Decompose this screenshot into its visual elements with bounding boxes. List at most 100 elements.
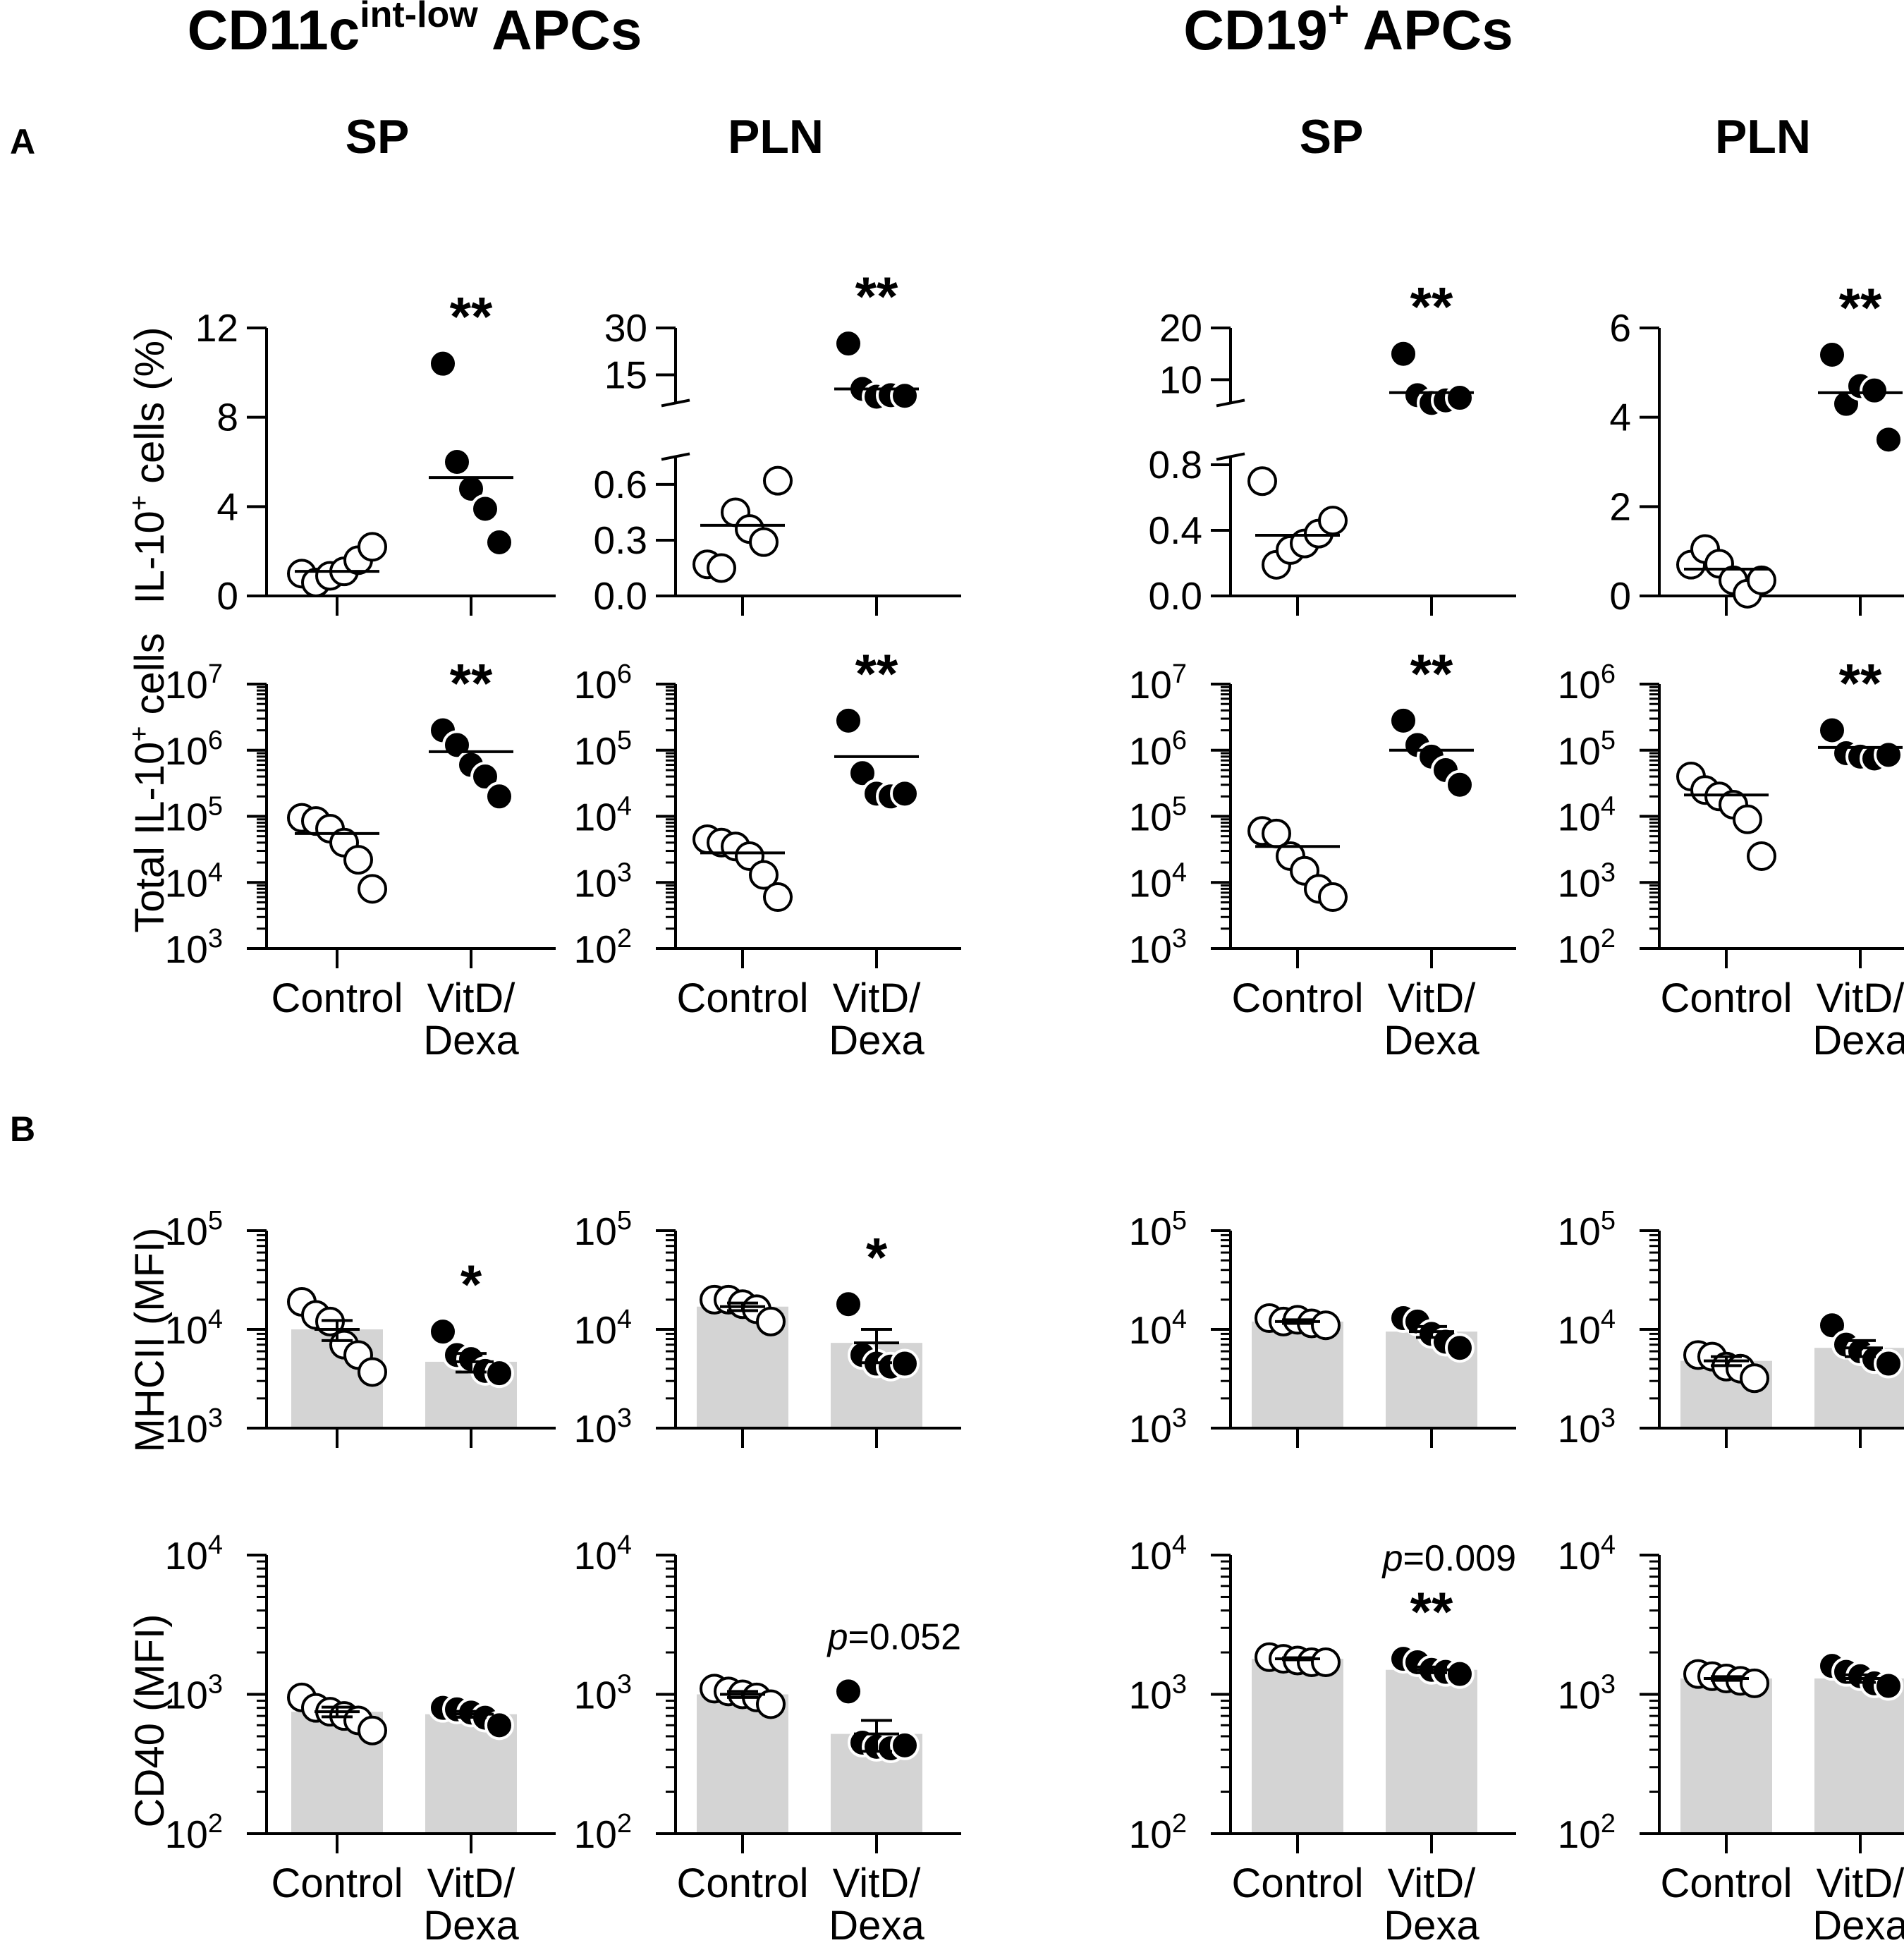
treated-point: [834, 329, 863, 359]
treated-point: [1874, 1348, 1903, 1379]
y-tick-label: 20: [1159, 306, 1202, 350]
y-tick-label: 105: [165, 1206, 223, 1253]
control-bar: [1680, 1678, 1772, 1834]
y-tick-label: 15: [604, 353, 647, 397]
control-point: [358, 1357, 387, 1387]
treated-point: [428, 1317, 458, 1347]
control-point: [763, 465, 793, 496]
panel-a1_sp_cd19: 0.0 0.4 0.8 10 20 **: [1149, 276, 1516, 618]
control-point: [1740, 1363, 1769, 1394]
panel-b1_pln_cd19: 103 104 105: [1558, 1206, 1904, 1451]
treated-point: [834, 1289, 863, 1320]
x-label-control: Control: [271, 975, 403, 1021]
significance-stars: **: [450, 286, 493, 348]
control-point: [358, 532, 387, 562]
axis-break-mark: [1216, 398, 1245, 408]
treated-bar: [1386, 1669, 1477, 1834]
y-tick-label: 106: [1129, 726, 1187, 773]
y-tick-label: 104: [165, 1530, 223, 1578]
y-tick-label: 103: [165, 924, 223, 971]
y-tick-label: 105: [1558, 1206, 1616, 1253]
y-tick-label: 102: [165, 1809, 223, 1856]
treated-point: [470, 494, 500, 524]
y-tick-label: 103: [165, 1403, 223, 1451]
panel-a2_sp_cd11c: 103 104 105 106 107 ** Control VitD/Dexa: [165, 652, 556, 1064]
column-title-sp-right: SP: [1300, 110, 1364, 164]
y-tick-label: 0.0: [594, 574, 647, 618]
treated-point: [890, 1348, 920, 1379]
column-title-pln-right: PLN: [1715, 110, 1811, 164]
treated-point: [1874, 1671, 1903, 1701]
significance-stars: **: [1410, 276, 1453, 338]
p-value-label: p=0.052: [826, 1616, 961, 1657]
y-tick-label: 104: [1558, 1530, 1616, 1578]
y-tick-label: 106: [1558, 659, 1616, 707]
y-tick-label: 102: [1558, 1809, 1616, 1856]
control-point: [707, 553, 736, 583]
y-tick-label: 104: [574, 792, 632, 839]
y-tick-label: 104: [1129, 858, 1187, 905]
x-label-treatment: Dexa: [1812, 1903, 1904, 1949]
treated-point: [428, 348, 458, 379]
panel-b2_pln_cd19: 102 103 104 Control VitD/Dexa: [1558, 1530, 1904, 1949]
panel-a2_sp_cd19: 103 104 105 106 107 ** Control VitD/Dexa: [1129, 642, 1516, 1064]
x-label-control: Control: [677, 1860, 809, 1906]
y-tick-label: 104: [1558, 792, 1616, 839]
treated-point: [890, 779, 920, 809]
y-tick-label: 107: [1129, 659, 1187, 707]
treated-point: [484, 528, 514, 557]
y-tick-label: 103: [574, 858, 632, 905]
y-tick-label: 103: [1558, 1403, 1616, 1451]
control-point: [1318, 882, 1348, 913]
y-tick-label: 104: [1558, 1305, 1616, 1352]
ylabel-mhcii: MHCII (MFI): [127, 1228, 173, 1453]
significance-stars: **: [1839, 652, 1882, 714]
panel-a1_sp_cd11c: 0 4 8 12 **: [195, 286, 556, 618]
y-tick-label: 103: [1129, 1670, 1187, 1717]
y-tick-label: 102: [1558, 924, 1616, 971]
panel-a1_pln_cd19: 0 2 4 6 **: [1609, 276, 1904, 618]
control-point: [763, 882, 793, 913]
y-tick-label: 0.8: [1149, 443, 1202, 487]
significance-stars: **: [855, 642, 898, 705]
treated-point: [442, 447, 472, 477]
control-point: [756, 1689, 786, 1719]
treated-point: [848, 758, 877, 788]
ylabel-il10-percent: IL-10+ cells (%): [125, 327, 173, 604]
significance-stars: *: [460, 1253, 482, 1315]
x-label-control: Control: [677, 975, 809, 1021]
y-tick-label: 105: [574, 726, 632, 773]
y-tick-label: 103: [1558, 858, 1616, 905]
y-tick-label: 30: [604, 306, 647, 350]
x-label-treatment: Dexa: [1812, 1018, 1904, 1064]
y-tick-label: 104: [574, 1530, 632, 1578]
panel-b2_pln_cd11c: 102 103 104 p=0.052 Control VitD/Dexa: [574, 1530, 961, 1949]
x-label-control: Control: [1232, 1860, 1364, 1906]
control-point: [1733, 804, 1762, 834]
x-label-treatment: Dexa: [829, 1903, 924, 1949]
treated-point: [1445, 1659, 1475, 1689]
y-tick-label: 12: [195, 306, 238, 350]
y-tick-label: 8: [216, 396, 238, 439]
x-label-control: Control: [271, 1860, 403, 1906]
treated-point: [890, 381, 920, 411]
control-point: [1311, 1310, 1341, 1341]
group-title-cd19: CD19+ APCs: [1183, 0, 1513, 61]
significance-stars: **: [450, 652, 493, 714]
panel-label-a: A: [10, 122, 35, 162]
significance-stars: **: [1410, 642, 1453, 705]
y-tick-label: 103: [165, 1670, 223, 1717]
treated-point: [484, 781, 514, 812]
y-tick-label: 105: [1129, 792, 1187, 839]
x-label-treatment: Dexa: [1384, 1903, 1479, 1949]
treated-point: [834, 1676, 863, 1707]
x-label-treatment: Dexa: [829, 1018, 924, 1064]
treated-point: [1445, 769, 1475, 800]
treated-point: [1860, 375, 1889, 406]
y-tick-label: 107: [165, 659, 223, 707]
x-label-treatment: Dexa: [423, 1903, 519, 1949]
x-label-treatment: Dexa: [1384, 1018, 1479, 1064]
control-point: [1318, 506, 1348, 536]
y-tick-label: 104: [574, 1305, 632, 1352]
